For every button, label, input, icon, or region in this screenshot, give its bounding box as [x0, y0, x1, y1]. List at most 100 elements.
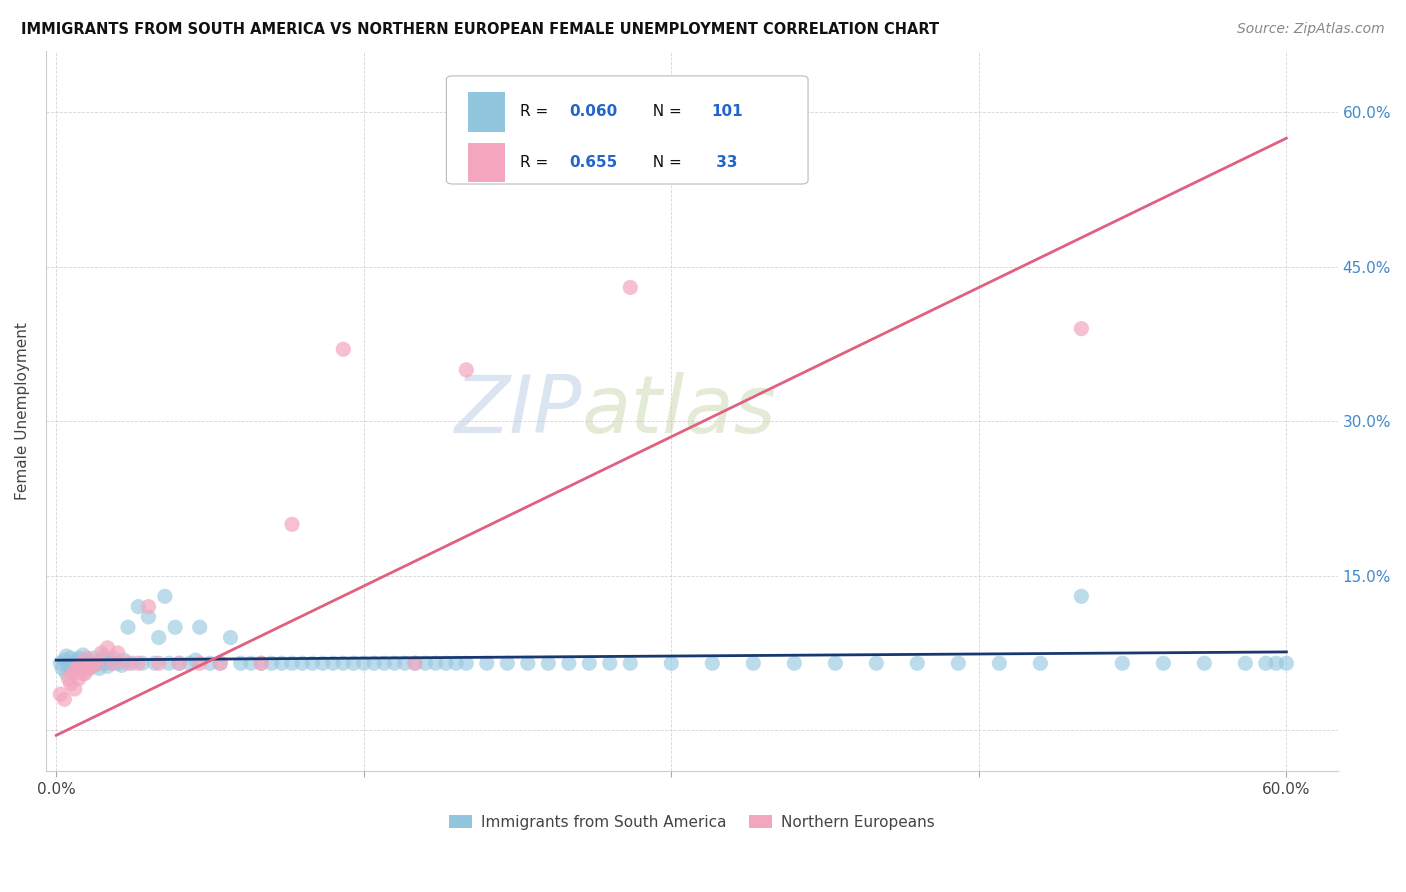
Point [55, 648, 77, 663]
Point [82, 651, 104, 665]
Point [59, 677, 82, 691]
Point [209, 657, 232, 671]
Point [1111, 657, 1133, 671]
Point [444, 657, 467, 671]
Point [179, 657, 201, 671]
Point [404, 657, 426, 671]
Point [62, 666, 84, 681]
Point [537, 657, 560, 671]
Point [363, 657, 385, 671]
Text: Source: ZipAtlas.com: Source: ZipAtlas.com [1237, 22, 1385, 37]
Point [659, 657, 682, 671]
Point [394, 657, 416, 671]
Text: R =: R = [520, 155, 553, 169]
Point [948, 657, 970, 671]
Point [516, 657, 538, 671]
Point [167, 657, 190, 671]
Point [98, 653, 121, 667]
Point [49, 657, 72, 671]
Point [90, 646, 112, 660]
Point [138, 610, 160, 624]
Text: R =: R = [520, 104, 553, 120]
Point [301, 657, 323, 671]
Point [96, 659, 118, 673]
Point [742, 657, 765, 671]
Point [112, 653, 135, 667]
Point [148, 631, 170, 645]
Text: atlas: atlas [582, 372, 776, 450]
Point [107, 657, 129, 671]
Point [51, 661, 73, 675]
Point [619, 657, 641, 671]
Point [66, 659, 89, 673]
Point [165, 620, 187, 634]
Point [138, 599, 160, 614]
Point [49, 687, 72, 701]
Point [72, 666, 94, 681]
Point [342, 657, 364, 671]
Point [103, 651, 125, 665]
Point [117, 657, 139, 671]
Point [148, 657, 170, 671]
Point [291, 657, 314, 671]
Point [76, 651, 98, 665]
Point [157, 657, 180, 671]
Point [153, 590, 176, 604]
FancyBboxPatch shape [468, 92, 505, 132]
Text: IMMIGRANTS FROM SOUTH AMERICA VS NORTHERN EUROPEAN FEMALE UNEMPLOYMENT CORRELATI: IMMIGRANTS FROM SOUTH AMERICA VS NORTHER… [21, 22, 939, 37]
Point [456, 363, 478, 377]
Point [1029, 657, 1052, 671]
Point [103, 657, 125, 671]
Point [456, 657, 478, 671]
Point [73, 666, 96, 681]
Point [167, 657, 190, 671]
Point [84, 658, 107, 673]
Point [77, 661, 100, 675]
Point [332, 657, 354, 671]
Point [131, 657, 153, 671]
Point [121, 657, 143, 671]
Point [76, 659, 98, 673]
Point [988, 657, 1011, 671]
Point [93, 648, 115, 663]
Point [80, 657, 103, 671]
Point [59, 651, 82, 665]
Text: N =: N = [643, 155, 686, 169]
Point [82, 657, 104, 671]
Text: 101: 101 [711, 104, 742, 120]
Point [66, 653, 89, 667]
Point [281, 517, 304, 532]
Point [53, 692, 76, 706]
Point [322, 657, 344, 671]
Point [209, 657, 232, 671]
Point [332, 343, 354, 357]
Text: 0.060: 0.060 [569, 104, 617, 120]
Point [250, 657, 273, 671]
Point [1234, 657, 1257, 671]
Point [100, 657, 122, 671]
Point [198, 657, 221, 671]
Legend: Immigrants from South America, Northern Europeans: Immigrants from South America, Northern … [443, 808, 941, 836]
Point [143, 657, 166, 671]
Point [281, 657, 304, 671]
Y-axis label: Female Unemployment: Female Unemployment [15, 322, 30, 500]
Point [599, 657, 621, 671]
Point [702, 657, 724, 671]
Point [578, 657, 600, 671]
Point [558, 657, 581, 671]
Point [62, 657, 84, 671]
Point [1194, 657, 1216, 671]
Point [58, 672, 80, 686]
Point [413, 657, 436, 671]
Point [69, 657, 91, 671]
Text: 33: 33 [711, 155, 738, 169]
Text: ZIP: ZIP [454, 372, 582, 450]
Point [66, 661, 89, 675]
Point [117, 620, 139, 634]
Point [90, 653, 112, 667]
FancyBboxPatch shape [446, 76, 808, 184]
Point [188, 657, 211, 671]
Point [783, 657, 806, 671]
Point [1152, 657, 1174, 671]
Point [127, 599, 149, 614]
